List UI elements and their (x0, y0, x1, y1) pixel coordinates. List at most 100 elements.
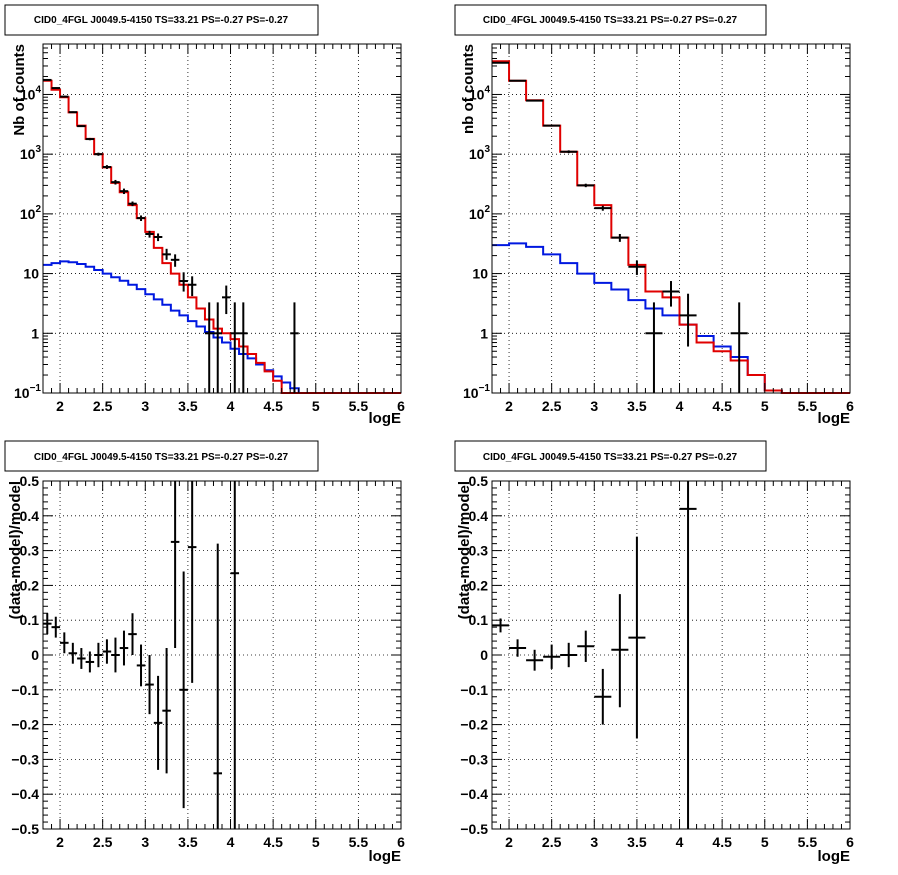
data-point (679, 293, 697, 347)
data-point (170, 481, 180, 649)
panel-title: CID0_4FGL J0049.5-4150 TS=33.21 PS=-0.27… (34, 15, 289, 26)
y-tick-label: 0.5 (469, 473, 489, 489)
x-tick-label: 4 (227, 834, 235, 850)
x-tick-label: 2.5 (93, 398, 113, 414)
title-box (454, 440, 767, 472)
data-point (94, 152, 103, 156)
data-point (128, 613, 137, 655)
x-tick-label: 4 (227, 398, 235, 414)
data-point (128, 201, 137, 207)
data-point (85, 137, 95, 141)
data-point (560, 150, 578, 154)
x-tick-label: 3.5 (627, 398, 647, 414)
data-point (526, 99, 544, 102)
data-point (43, 78, 52, 81)
data-point (119, 188, 129, 195)
data-point (213, 302, 222, 393)
data-point (153, 675, 163, 770)
data-point (162, 648, 171, 774)
y-axis-title: Nb of counts (11, 44, 28, 136)
data-point (111, 179, 120, 185)
data-point (111, 637, 120, 673)
data-point (594, 668, 612, 725)
data-point (577, 630, 595, 662)
x-tick-label: 5.5 (798, 398, 818, 414)
x-tick-label: 4 (676, 834, 684, 850)
panel-title: CID0_4FGL J0049.5-4150 TS=33.21 PS=-0.27… (483, 15, 738, 26)
data-point (102, 639, 112, 664)
data-point (628, 536, 646, 739)
data-point (679, 481, 697, 829)
data-point (119, 630, 129, 666)
x-tick-label: 6 (846, 834, 854, 850)
panel-top-right: 2 2.5 3 3.5 4 4.5 5 5.5 6 10−1 1 10 102 103 104 CID0_4… (454, 4, 854, 427)
y-tick-label: 104 (20, 84, 42, 102)
y-tick-label: 0.3 (469, 543, 489, 559)
data-point (68, 642, 78, 664)
x-axis-title: logE (369, 848, 402, 865)
x-tick-label: 3 (590, 834, 598, 850)
data-point (509, 639, 527, 657)
y-tick-label: 0.3 (20, 543, 40, 559)
x-tick-label: 3.5 (627, 834, 647, 850)
data-point (145, 230, 154, 238)
data-point (577, 183, 595, 188)
x-tick-label: 4.5 (712, 398, 732, 414)
panel-bottom-left: 2 2.5 3 3.5 4 4.5 5 5.5 6 −0.5 −0.4 −0.3 −0.2 −0.1 0 0.… (4, 440, 405, 865)
x-tick-label: 5.5 (798, 834, 818, 850)
y-tick-label: −0.4 (460, 786, 488, 802)
x-tick-label: 4.5 (263, 398, 283, 414)
x-tick-label: 6 (846, 398, 854, 414)
title-box (4, 440, 319, 472)
data-point (145, 655, 154, 715)
y-tick-label: −0.5 (460, 821, 488, 837)
y-tick-label: 10−1 (463, 383, 490, 401)
data-point (730, 302, 748, 393)
y-tick-label: 1 (31, 325, 39, 341)
data-point (51, 87, 61, 90)
y-tick-label: −0.4 (11, 786, 39, 802)
x-tick-label: 3 (141, 834, 149, 850)
data-point (136, 215, 146, 221)
x-tick-label: 5.5 (349, 834, 369, 850)
y-tick-label: 104 (469, 84, 491, 102)
x-tick-label: 4.5 (263, 834, 283, 850)
y-tick-label: 1 (480, 325, 488, 341)
data-point (560, 642, 578, 668)
data-point (187, 481, 197, 683)
y-tick-label: 0.1 (469, 612, 489, 628)
data-point (239, 302, 248, 393)
data-point (230, 302, 240, 393)
y-tick-label: 0.2 (469, 577, 489, 593)
data-point (94, 642, 103, 668)
x-axis-title: logE (369, 410, 402, 427)
data-point (170, 254, 180, 267)
x-tick-label: 3.5 (178, 834, 198, 850)
data-point (179, 571, 188, 809)
data-point (594, 205, 612, 211)
data-point (85, 651, 95, 673)
data-point (662, 281, 680, 307)
data-point (187, 276, 197, 297)
y-tick-label: 103 (20, 144, 42, 162)
y-tick-label: −0.1 (11, 682, 39, 698)
data-point (526, 649, 544, 671)
data-point (68, 111, 78, 114)
data-point (60, 632, 69, 654)
data-point (290, 302, 299, 393)
x-tick-label: 2 (505, 834, 513, 850)
y-tick-label: 0.4 (20, 508, 40, 524)
panel-title: CID0_4FGL J0049.5-4150 TS=33.21 PS=-0.27… (483, 452, 738, 463)
x-axis-title: logE (818, 410, 851, 427)
x-tick-label: 5 (761, 398, 769, 414)
x-tick-label: 4 (676, 398, 684, 414)
y-axis-title: nb of counts (460, 44, 477, 134)
data-point (179, 272, 188, 292)
y-tick-label: −0.5 (11, 821, 39, 837)
panel-title: CID0_4FGL J0049.5-4150 TS=33.21 PS=-0.27… (34, 452, 289, 463)
x-tick-label: 2.5 (542, 834, 562, 850)
x-tick-label: 5 (761, 834, 769, 850)
data-point (492, 61, 510, 64)
data-point (645, 302, 663, 393)
x-tick-label: 2 (56, 834, 64, 850)
